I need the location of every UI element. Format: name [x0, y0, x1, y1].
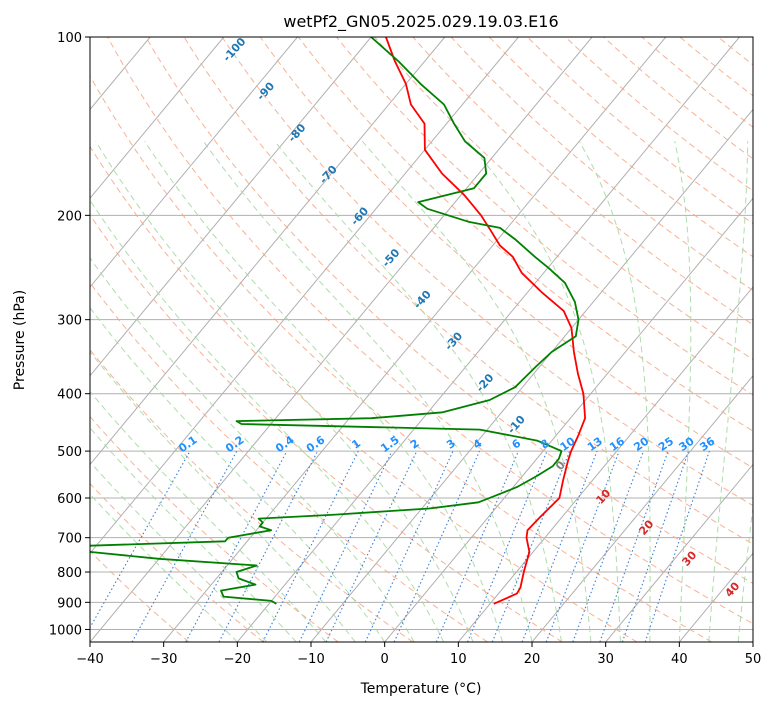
moist-adiabat-line — [708, 141, 749, 642]
y-tick-label: 1000 — [49, 623, 82, 638]
dry-adiabat-line — [90, 348, 414, 642]
y-tick-label: 500 — [57, 445, 82, 460]
y-tick-label: 600 — [57, 492, 82, 507]
dry-adiabat-line — [374, 37, 753, 361]
moist-adiabat-line — [202, 141, 533, 642]
y-tick-label: 200 — [57, 209, 82, 224]
isotherm-line — [457, 286, 753, 642]
mixing-ratio-line — [364, 450, 454, 642]
x-tick-label: 20 — [524, 652, 541, 667]
plot-frame — [89, 36, 754, 643]
x-tick-label: −20 — [224, 652, 251, 667]
dry-adiabat-line — [336, 37, 753, 396]
dewpoint-profile-line — [90, 37, 580, 605]
moist-adiabat-line — [144, 141, 503, 642]
moist-adiabat-line — [90, 351, 356, 642]
isotherm-line — [90, 37, 372, 377]
y-tick-label: 800 — [57, 566, 82, 581]
dry-adiabat-line — [412, 37, 753, 326]
mixing-ratio-line — [599, 450, 669, 642]
x-tick-label: −40 — [76, 652, 103, 667]
y-tick-label: 400 — [57, 388, 82, 403]
isotherm-line — [90, 37, 519, 555]
isotherm-line — [384, 197, 753, 642]
x-tick-label: 40 — [671, 652, 688, 667]
chart-title: wetPf2_GN05.2025.029.19.03.E16 — [283, 12, 558, 32]
y-tick-label: 100 — [57, 31, 82, 46]
y-tick-label: 700 — [57, 532, 82, 547]
isotherm-line — [90, 37, 298, 288]
moist-adiabat-line — [467, 140, 621, 642]
mixing-ratio-line — [435, 450, 519, 642]
moist-adiabat-line — [90, 199, 445, 642]
isotherm-line — [90, 37, 593, 642]
mixing-ratio-line — [466, 450, 548, 642]
isotherm-line — [90, 37, 225, 200]
x-tick-label: 50 — [745, 652, 762, 667]
x-tick-label: 0 — [381, 652, 389, 667]
mixing-ratio-line — [298, 450, 393, 642]
moist-adiabat-line — [90, 493, 238, 642]
moist-adiabat-line — [95, 141, 474, 642]
mixing-ratio-line — [90, 450, 191, 629]
axis-ticks: −40 −30 −20 −10 0 10 20 30 40 50 100 200 300 400 500 60… — [49, 31, 761, 667]
mixing-ratio-line — [644, 450, 710, 642]
mixing-ratio-line — [325, 450, 418, 642]
moist-adiabat-line — [90, 307, 386, 642]
x-tick-label: −10 — [297, 652, 324, 667]
dry-adiabat-line — [90, 75, 712, 642]
moist-adiabat-line — [90, 390, 327, 642]
isotherm-line — [90, 37, 446, 466]
background-lines — [90, 37, 753, 642]
x-axis-title: Temperature (°C) — [360, 681, 482, 697]
temperature-profile-line — [385, 37, 586, 605]
mixing-ratio-line — [621, 450, 690, 642]
isotherm-line — [605, 463, 753, 642]
y-axis-title: Pressure (hPa) — [12, 290, 28, 390]
profile-lines — [90, 37, 586, 605]
x-tick-label: 30 — [597, 652, 614, 667]
moist-adiabat-line — [578, 141, 651, 642]
isotherm-line — [531, 374, 753, 642]
mixing-ratio-line — [393, 450, 481, 642]
x-tick-label: 10 — [450, 652, 467, 667]
moist-adiabat-line — [674, 141, 692, 642]
moist-adiabat-line — [274, 140, 562, 642]
moist-adiabat-line — [362, 140, 592, 642]
dry-adiabat-line — [90, 281, 488, 642]
isotherm-line — [236, 37, 740, 642]
x-tick-label: −30 — [150, 652, 177, 667]
isotherm-line — [163, 37, 667, 642]
y-tick-label: 300 — [57, 314, 82, 329]
moist-adiabat-line — [90, 257, 415, 642]
dry-adiabat-line — [90, 482, 264, 642]
dry-adiabat-line — [90, 550, 190, 642]
dry-adiabat-line — [90, 145, 638, 642]
moist-adiabat-line — [90, 461, 268, 642]
moist-adiabat-line — [90, 427, 297, 642]
mixing-ratio-line — [131, 450, 238, 642]
y-tick-label: 900 — [57, 596, 82, 611]
